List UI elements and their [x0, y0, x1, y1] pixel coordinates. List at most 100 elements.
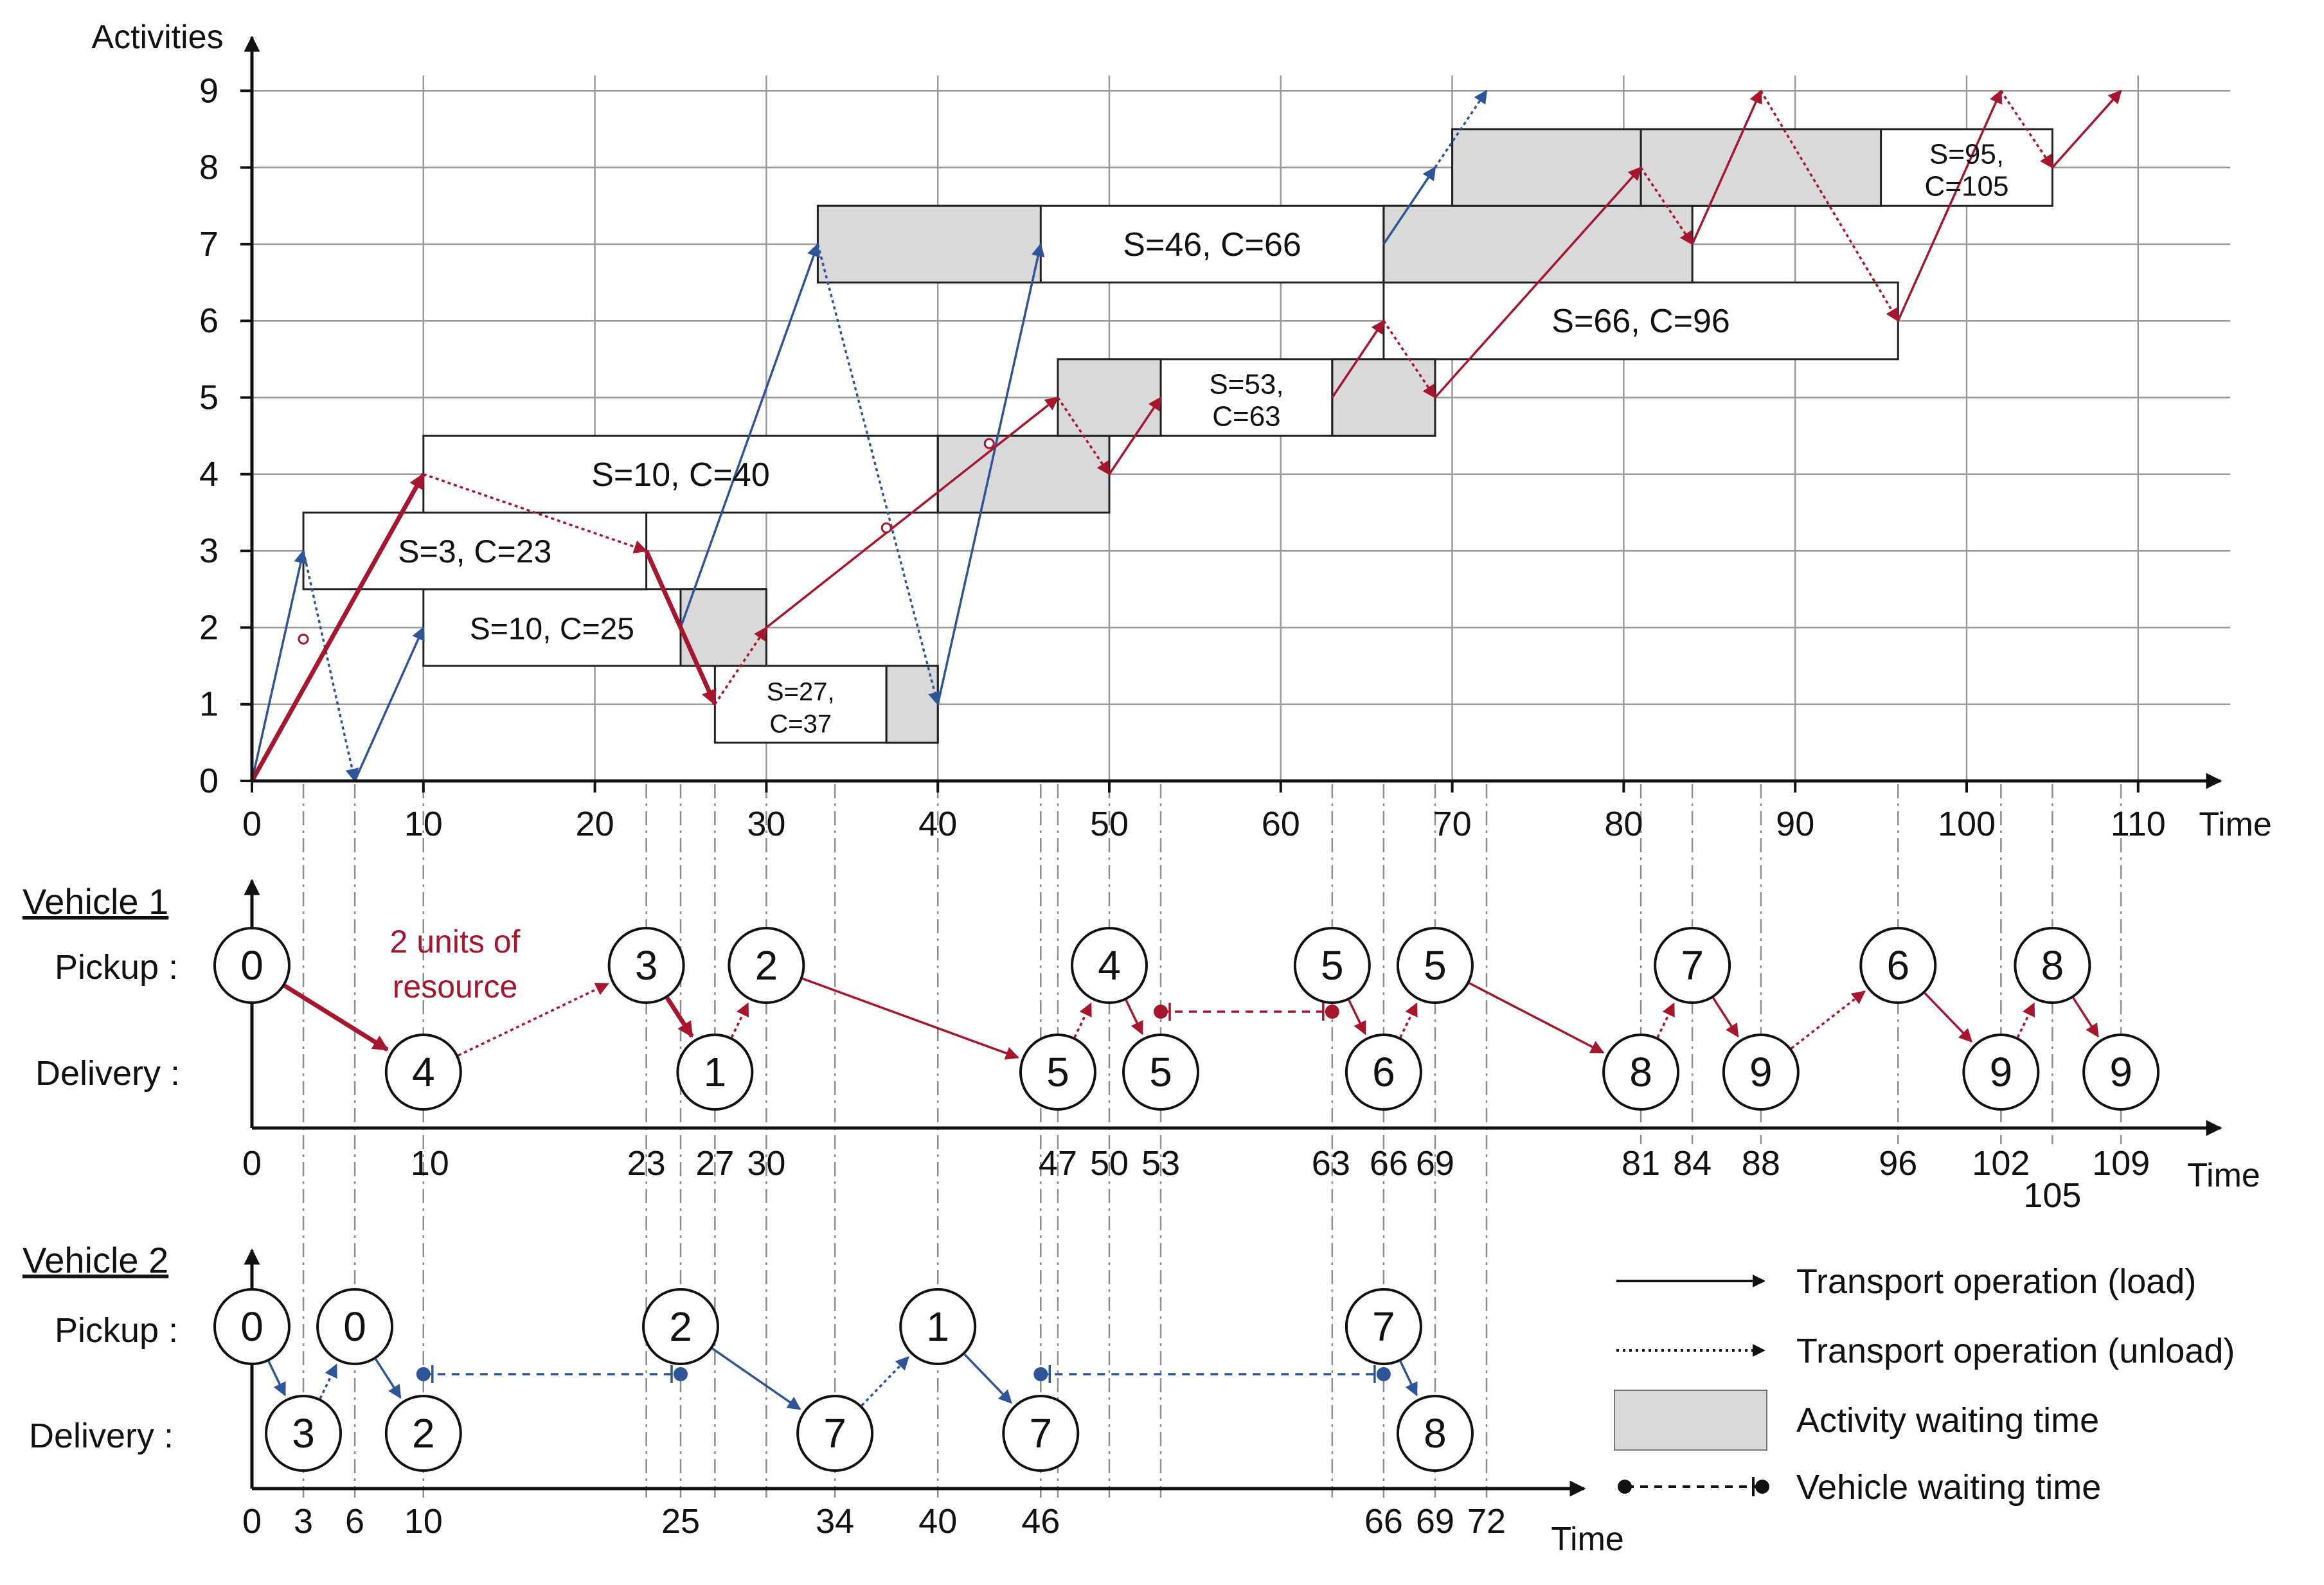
gantt-x-tick-label: 0 [242, 805, 262, 843]
v1-vehicle-wait-dot [1154, 1005, 1168, 1019]
activity-waiting-segment [885, 665, 939, 744]
activity-waiting-segment [816, 204, 1042, 284]
v2-load-arrow [375, 1358, 402, 1399]
gantt-x-tick-label: 40 [918, 805, 957, 843]
vehicle2-time-ticks: 0 3 6 10 25 34 40 46 66 69 72 [242, 1502, 1506, 1541]
v1-time-tick-label: 27 [695, 1144, 734, 1183]
v1-node-label: 2 [755, 942, 778, 989]
vehicle2-unload-arrow [302, 550, 359, 783]
vehicle1-unload-arrow [1382, 320, 1436, 399]
v2-node-label: 7 [1372, 1303, 1395, 1350]
vehicle1-axes [244, 879, 2222, 1136]
v1-node-label: 9 [2109, 1049, 2132, 1095]
gantt-x-tick-label: 80 [1604, 805, 1643, 843]
v1-node [1962, 1034, 2040, 1111]
v1-unload-arrow [730, 1002, 749, 1038]
v2-load-arrow [1399, 1361, 1418, 1397]
v1-node-label: 5 [1046, 1049, 1069, 1095]
gantt-y-tick-label: 4 [199, 455, 219, 494]
vehicle1-pickup-label: Pickup : [55, 948, 178, 987]
vehicle1-load-arrow [1108, 396, 1162, 475]
v2-vehicle-wait-dot [416, 1367, 431, 1381]
activity-bar [1382, 282, 1899, 361]
gantt-x-tick-label: 70 [1433, 805, 1472, 843]
legend-activity-wait-swatch [1614, 1390, 1767, 1451]
v1-unload-arrow [1399, 1002, 1418, 1038]
v1-load-arrow [665, 996, 694, 1038]
vehicle1-unload-arrow [1640, 166, 1694, 246]
v1-node-label: 5 [1424, 942, 1447, 989]
v2-load-arrow [711, 1347, 801, 1410]
vehicle2-route [267, 1347, 1418, 1410]
vehicle1-load-arrow [1331, 319, 1385, 398]
vehicle2-unload-arrow [1434, 89, 1488, 168]
v1-node [1602, 1034, 1680, 1111]
v1-load-arrow [802, 977, 1019, 1060]
vehicle1-load-arrow [765, 397, 1059, 629]
v1-node [2014, 927, 2091, 1004]
vehicle1-load-arrow [1434, 166, 1642, 398]
v2-vehicle-wait-dot [674, 1367, 688, 1381]
v1-node-label: 8 [2041, 942, 2064, 989]
gantt-chart: Activities Time 0 10 20 30 40 50 60 70 80 90 100 11… [91, 19, 2272, 1498]
legend-unload-label: Transport operation (unload) [1796, 1332, 2235, 1370]
v2-node [316, 1288, 394, 1365]
v1-node [1654, 927, 1731, 1004]
gantt-transport-arrows [249, 89, 2122, 783]
vehicle1-annotation-line1: 2 units of [390, 924, 521, 960]
v1-time-tick-label: 88 [1742, 1144, 1780, 1183]
v1-time-tick-label: 84 [1673, 1144, 1712, 1183]
activity-label-7: S=46, C=66 [1123, 226, 1301, 264]
v1-node-label: 9 [1749, 1049, 1773, 1095]
v2-time-tick-label: 40 [918, 1502, 957, 1541]
vehicle1-load-arrow [249, 472, 425, 782]
v2-vehicle-wait-dot [1376, 1367, 1391, 1381]
v2-node [213, 1288, 290, 1365]
v1-node [1071, 927, 1148, 1004]
v2-time-tick-label: 3 [294, 1502, 313, 1541]
vehicle1-delivery-label: Delivery : [35, 1054, 180, 1093]
v2-vehicle-wait-dot [1033, 1367, 1048, 1381]
v2-time-tick-label: 10 [404, 1502, 443, 1541]
activity-label-5-line1: S=53, [1209, 369, 1283, 400]
vehicle1-panel: Vehicle 1 Pickup : Delivery : 2 units of… [22, 879, 2260, 1215]
v1-node-label: 6 [1372, 1049, 1395, 1095]
time-guide-lines [302, 784, 2122, 1498]
v1-node [1122, 1034, 1200, 1111]
v2-node-label: 7 [1029, 1410, 1052, 1456]
v1-node-label: 3 [635, 942, 658, 989]
activity-label-2: S=10, C=25 [470, 612, 634, 646]
gantt-y-tick-label: 8 [199, 148, 219, 187]
v2-node [384, 1395, 462, 1472]
vehicle1-time-label: Time [2187, 1157, 2260, 1194]
v1-node-label: 1 [704, 1049, 727, 1095]
v2-time-tick-label: 25 [661, 1502, 700, 1541]
v1-time-tick-label: 63 [1312, 1144, 1350, 1183]
v2-node-label: 1 [926, 1303, 949, 1350]
v1-time-tick-label: 109 [2092, 1144, 2150, 1183]
v1-time-tick-label: 10 [411, 1144, 449, 1183]
gantt-x-axis-label: Time [2199, 806, 2272, 843]
v2-node-label: 7 [823, 1410, 846, 1456]
v1-time-tick-label: 0 [242, 1144, 262, 1183]
v2-time-tick-label: 46 [1021, 1502, 1060, 1541]
legend-vehicle-wait-end-dot [1755, 1480, 1769, 1494]
gantt-x-tick-labels: 0 10 20 30 40 50 60 70 80 90 100 110 [242, 805, 2166, 843]
vehicle2-time-label: Time [1551, 1521, 1624, 1558]
gantt-x-tick-label: 20 [576, 805, 614, 843]
activity-label-4: S=10, C=40 [591, 456, 770, 494]
v2-load-arrow [963, 1353, 1012, 1404]
legend-load-label: Transport operation (load) [1796, 1262, 2196, 1301]
activity-waiting-segment [936, 434, 1111, 514]
v1-time-tick-label: 105 [2023, 1176, 2081, 1215]
v1-node-label: 6 [1886, 942, 1909, 989]
activity-label-1-line2: C=37 [769, 710, 832, 739]
gantt-x-tick-label: 30 [747, 805, 785, 843]
v1-load-arrow [1712, 997, 1739, 1038]
gantt-x-tick-label: 110 [2111, 805, 2166, 843]
vehicle2-pickup-label: Pickup : [55, 1311, 178, 1350]
v2-node [796, 1395, 874, 1472]
v2-unload-arrow [319, 1363, 337, 1399]
